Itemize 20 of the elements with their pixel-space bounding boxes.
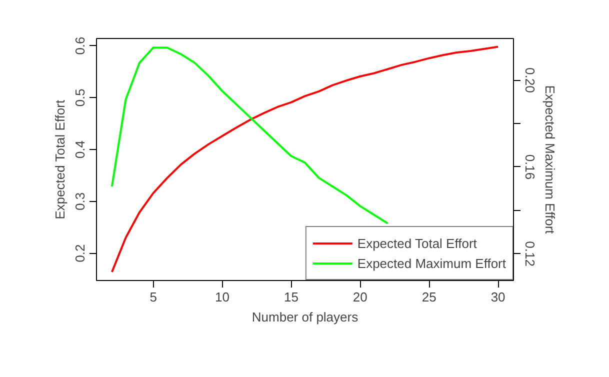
x-tick-label: 20 bbox=[352, 290, 368, 304]
legend-label: Expected Maximum Effort bbox=[357, 256, 506, 270]
y-tick-label: 0.5 bbox=[72, 88, 88, 107]
y-tick-label: 0.2 bbox=[72, 244, 88, 262]
y2-tick-label: 0.16 bbox=[522, 154, 538, 180]
y-tick-label: 0.6 bbox=[72, 36, 88, 55]
x-tick-label: 10 bbox=[215, 290, 230, 304]
y-axis-title: Expected Total Effort bbox=[52, 99, 68, 220]
y2-axis-title: Expected Maximum Effort bbox=[542, 85, 558, 234]
x-tick-label: 15 bbox=[284, 290, 298, 304]
y2-tick-label: 0.20 bbox=[522, 68, 538, 93]
y-tick-label: 0.3 bbox=[72, 192, 88, 210]
x-tick-label: 25 bbox=[422, 290, 436, 304]
y2-tick-label: 0.12 bbox=[522, 241, 538, 266]
x-axis-title: Number of players bbox=[252, 310, 359, 324]
y-tick-label: 0.4 bbox=[72, 140, 88, 159]
line-series bbox=[110, 46, 389, 224]
legend-label: Expected Total Effort bbox=[357, 236, 477, 250]
x-tick-label: 30 bbox=[490, 290, 506, 304]
x-tick-label: 5 bbox=[150, 290, 157, 304]
